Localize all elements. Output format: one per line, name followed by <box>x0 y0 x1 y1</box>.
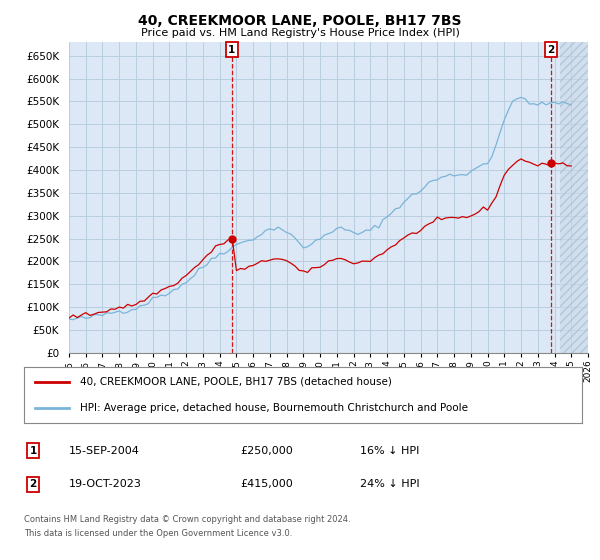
Text: 40, CREEKMOOR LANE, POOLE, BH17 7BS: 40, CREEKMOOR LANE, POOLE, BH17 7BS <box>138 14 462 28</box>
Text: 2: 2 <box>29 479 37 489</box>
Text: £415,000: £415,000 <box>240 479 293 489</box>
Text: 2: 2 <box>547 45 554 55</box>
Text: 15-SEP-2004: 15-SEP-2004 <box>69 446 140 456</box>
Text: This data is licensed under the Open Government Licence v3.0.: This data is licensed under the Open Gov… <box>24 529 292 538</box>
Text: Contains HM Land Registry data © Crown copyright and database right 2024.: Contains HM Land Registry data © Crown c… <box>24 515 350 524</box>
Polygon shape <box>560 42 588 353</box>
Text: 1: 1 <box>29 446 37 456</box>
Text: £250,000: £250,000 <box>240 446 293 456</box>
Text: HPI: Average price, detached house, Bournemouth Christchurch and Poole: HPI: Average price, detached house, Bour… <box>80 403 468 413</box>
Text: 24% ↓ HPI: 24% ↓ HPI <box>360 479 419 489</box>
Text: 1: 1 <box>228 45 235 55</box>
Text: 19-OCT-2023: 19-OCT-2023 <box>69 479 142 489</box>
Text: 16% ↓ HPI: 16% ↓ HPI <box>360 446 419 456</box>
Text: 40, CREEKMOOR LANE, POOLE, BH17 7BS (detached house): 40, CREEKMOOR LANE, POOLE, BH17 7BS (det… <box>80 377 392 387</box>
Text: Price paid vs. HM Land Registry's House Price Index (HPI): Price paid vs. HM Land Registry's House … <box>140 28 460 38</box>
